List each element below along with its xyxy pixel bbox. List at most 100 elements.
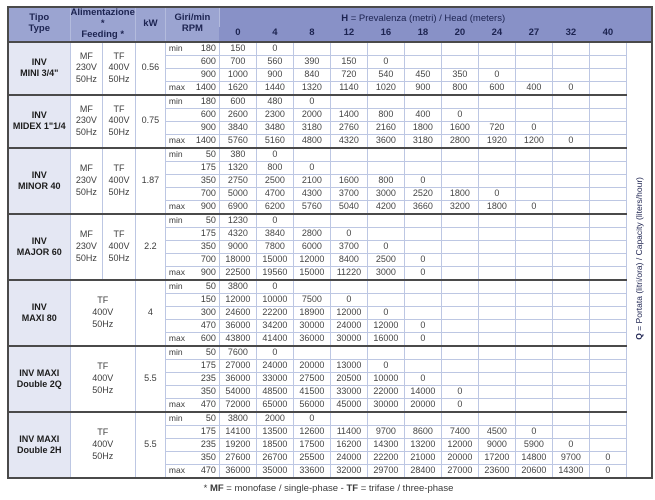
flow-value-cell (477, 226, 516, 241)
rpm-value-cell: 180 (189, 94, 220, 109)
flow-value-cell (292, 41, 331, 56)
flow-value-cell (588, 239, 627, 254)
rpm-minmax-label (164, 107, 190, 122)
rpm-minmax-label (164, 226, 190, 241)
flow-value-cell: 390 (292, 54, 331, 69)
rpm-minmax-label (164, 358, 190, 373)
flow-value-cell: 2000 (255, 411, 294, 426)
table-row: max 900 22500 19560 15000 11220 3000 0 (8, 265, 652, 281)
flow-value-cell (477, 358, 516, 373)
flow-value-cell (588, 226, 627, 241)
flow-value-cell: 2750 (218, 173, 257, 188)
flow-value-cell (588, 173, 627, 188)
flow-value-cell (514, 411, 553, 426)
table-row: max 470 72000 65000 56000 45000 30000 20000 0 (8, 397, 652, 413)
table-row: INV MAJOR 60 MF 230V 50Hz TF 400V 50Hz 2.2 min 50 1… (7, 213, 652, 281)
flow-value-cell (440, 358, 479, 373)
flow-value-cell: 0 (292, 411, 331, 426)
flow-value-cell (551, 411, 590, 426)
flow-value-cell (551, 279, 590, 294)
flow-value-cell (514, 384, 553, 399)
flow-value-cell (292, 345, 331, 360)
rpm-value-cell: 600 (189, 331, 220, 347)
feeding-cell: TF 400V 50Hz (69, 279, 136, 347)
flow-value-cell (551, 160, 590, 175)
head-column-label: 27 (515, 27, 553, 43)
flow-value-cell (403, 305, 442, 320)
table-row: 470 36000 34200 30000 24000 12000 0 (8, 318, 652, 333)
flow-value-cell (292, 147, 331, 162)
head-title-prefix: H (341, 12, 349, 24)
flow-value-cell (551, 94, 590, 109)
flow-value-cell: 2500 (366, 252, 405, 267)
flow-value-cell (588, 120, 627, 135)
flow-value-cell: 18900 (292, 305, 331, 320)
rpm-value-cell: 175 (189, 358, 220, 373)
flow-value-cell: 1600 (440, 120, 479, 135)
head-column-label: 32 (552, 27, 590, 43)
flow-value-cell (588, 331, 627, 347)
flow-value-cell (588, 160, 627, 175)
flow-value-cell (551, 252, 590, 267)
flow-value-cell: 0 (366, 305, 405, 320)
flow-value-cell (551, 186, 590, 201)
flow-value-cell (440, 54, 479, 69)
flow-value-cell (514, 107, 553, 122)
flow-value-cell (588, 371, 627, 386)
flow-value-cell: 14300 (366, 437, 405, 452)
flow-value-cell (403, 147, 442, 162)
header-type-line2: Type (28, 23, 50, 35)
flow-value-cell (588, 147, 627, 162)
flow-value-cell: 27000 (218, 358, 257, 373)
flow-value-cell (551, 213, 590, 228)
flow-value-cell: 3180 (292, 120, 331, 135)
flow-value-cell: 0 (403, 265, 442, 281)
flow-value-cell: 2100 (292, 173, 331, 188)
rpm-value-cell: 470 (189, 463, 220, 479)
flow-value-cell (440, 345, 479, 360)
rpm-minmax-label (164, 450, 190, 465)
flow-value-cell: 13500 (255, 424, 294, 439)
flow-value-cell: 23600 (477, 463, 516, 479)
flow-value-cell: 0 (292, 94, 331, 109)
flow-value-cell: 54000 (218, 384, 257, 399)
flow-value-cell: 12000 (366, 318, 405, 333)
rpm-value-cell: 175 (189, 424, 220, 439)
flow-value-cell: 900 (403, 80, 442, 96)
flow-value-cell (551, 305, 590, 320)
flow-value-cell: 0 (514, 424, 553, 439)
flow-value-cell (514, 226, 553, 241)
flow-value-cell: 5760 (218, 133, 257, 149)
flow-value-cell: 0 (403, 331, 442, 347)
flow-value-cell: 30000 (366, 397, 405, 413)
rpm-minmax-label (164, 173, 190, 188)
flow-value-cell: 560 (255, 54, 294, 69)
flow-value-cell: 6200 (255, 199, 294, 215)
flow-value-cell: 4200 (366, 199, 405, 215)
flow-value-cell: 5160 (255, 133, 294, 149)
flow-value-cell: 0 (255, 41, 294, 56)
flow-value-cell: 13200 (403, 437, 442, 452)
flow-value-cell: 17200 (477, 450, 516, 465)
head-column-label: 12 (330, 27, 368, 43)
flow-value-cell (440, 94, 479, 109)
rpm-minmax-label (164, 239, 190, 254)
flow-value-cell: 1400 (329, 107, 368, 122)
flow-value-cell: 33000 (255, 371, 294, 386)
table-row: INV MAXI 80 TF 400V 50Hz 4 min 50 3800 0 (7, 279, 652, 347)
flow-value-cell (514, 41, 553, 56)
flow-value-cell: 1800 (477, 199, 516, 215)
flow-value-cell: 14800 (514, 450, 553, 465)
flow-value-cell (514, 331, 553, 347)
rpm-minmax-label (164, 120, 190, 135)
rpm-value-cell: 50 (189, 411, 220, 426)
flow-value-cell: 1320 (218, 160, 257, 175)
flow-value-cell (477, 331, 516, 347)
power-kw-cell: 4 (134, 279, 166, 347)
rpm-value-cell: 175 (189, 160, 220, 175)
flow-value-cell (588, 279, 627, 294)
flow-value-cell: 1000 (218, 67, 257, 82)
table-row: 900 3840 3480 3180 2760 2160 1800 1600 720 0 (8, 120, 652, 135)
flow-value-cell: 0 (477, 67, 516, 82)
